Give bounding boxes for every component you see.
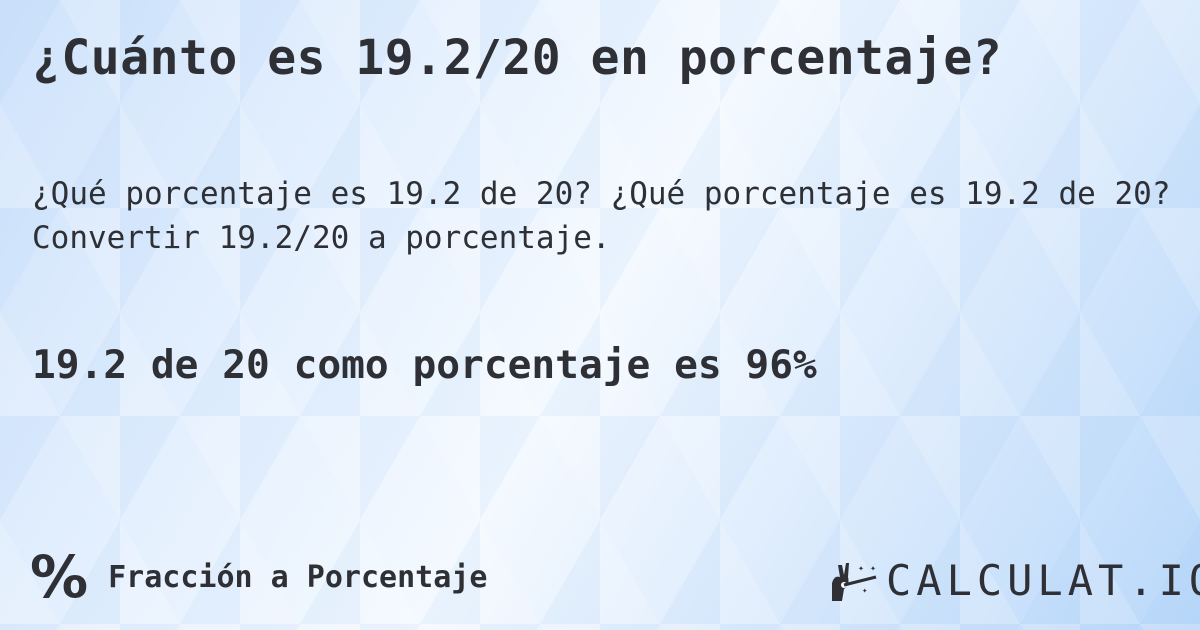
percent-icon: % [30,543,89,611]
category-link[interactable]: % Fracción a Porcentaje [30,548,487,606]
result-text: 19.2 de 20 como porcentaje es 96% [32,342,817,388]
description: ¿Qué porcentaje es 19.2 de 20? ¿Qué porc… [32,176,1171,256]
magic-hand-wand-icon: ✦ ✦ ✦ [832,562,877,601]
logo[interactable]: ✦ ✦ ✦ CALCULAT.IO [828,556,1200,605]
page-title: ¿Cuánto es 19.2/20 en porcentaje? [32,30,1003,86]
category-label: Fracción a Porcentaje [108,559,488,595]
svg-text:✦: ✦ [862,586,868,596]
svg-text:✦ ✦: ✦ ✦ [858,563,876,574]
logo-text: CALCULAT.IO [886,556,1200,605]
